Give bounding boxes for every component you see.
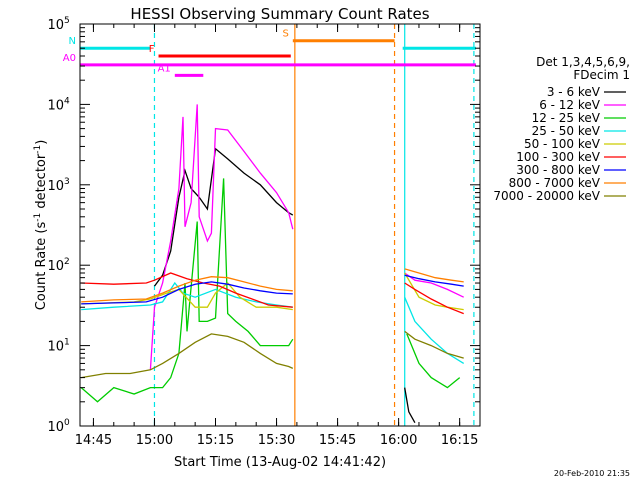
x-axis-label: Start Time (13-Aug-02 14:41:42)	[174, 455, 386, 470]
y-tick-label: 10	[47, 340, 64, 355]
series-line-1-late	[404, 272, 464, 298]
x-tick-label: 14:45	[75, 433, 112, 448]
y-tick-label: 10	[47, 18, 64, 33]
legend-entry-label-8: 7000 - 20000 keV	[493, 189, 600, 203]
plot-frame	[79, 23, 481, 427]
x-tick-label: 15:00	[136, 433, 173, 448]
y-axis-label-sup2: -1	[33, 145, 43, 154]
flag-label-n: N	[69, 36, 76, 47]
y-tick-label: 10	[47, 98, 64, 113]
series-line-2	[80, 178, 294, 403]
legend-entry-label-6: 300 - 800 keV	[516, 163, 600, 177]
legend-entry-label-7: 800 - 7000 keV	[509, 176, 601, 190]
legend-entry-label-4: 50 - 100 keV	[524, 137, 601, 151]
y-tick-exponent: 2	[64, 257, 70, 267]
x-axis: 14:45 15:00 15:15 15:30 15:45 16:00 16:15	[75, 24, 478, 448]
y-axis-label-main: Count Rate (s	[34, 222, 49, 311]
series-lines	[80, 104, 465, 424]
y-tick-label: 10	[47, 259, 64, 274]
x-tick-label: 15:15	[197, 433, 234, 448]
y-axis-label: Count Rate (s-1 detector-1)	[33, 140, 49, 311]
legend-entry-label-2: 12 - 25 keV	[532, 111, 601, 125]
legend-entry-label-1: 6 - 12 keV	[539, 98, 601, 112]
legend-entry-label-3: 25 - 50 keV	[532, 124, 601, 138]
flag-label-a0: A0	[63, 53, 76, 64]
y-tick-exponent: 1	[64, 338, 70, 348]
flag-label-a1: A1	[158, 63, 171, 74]
y-tick-exponent: 0	[64, 418, 70, 428]
series-line-7-late	[404, 268, 464, 283]
legend-entry-label-0: 3 - 6 keV	[547, 85, 601, 99]
x-tick-label: 16:00	[380, 433, 417, 448]
legend-title-line2: FDecim 1	[573, 68, 630, 82]
flag-label-f: F	[149, 44, 155, 55]
y-tick-exponent: 4	[64, 96, 70, 106]
series-line-3-late	[404, 296, 465, 364]
series-line-4	[81, 282, 293, 311]
chart-title: HESSI Observing Summary Count Rates	[130, 5, 429, 23]
legend-title-line1: Det 1,3,4,5,6,9,	[536, 55, 630, 69]
series-line-8-late	[404, 330, 464, 359]
series-line-1	[149, 104, 294, 370]
series-line-0	[153, 147, 294, 287]
footer-timestamp: 20-Feb-2010 21:35	[554, 469, 630, 478]
legend-entry-label-5: 100 - 300 keV	[516, 150, 600, 164]
series-line-6	[81, 281, 293, 305]
series-line-2-late	[406, 333, 461, 389]
x-tick-label: 15:45	[319, 433, 356, 448]
y-tick-exponent: 3	[64, 177, 70, 187]
series-line-6-late	[404, 274, 464, 287]
series-line-0-late	[404, 387, 416, 424]
x-tick-label: 15:30	[258, 433, 295, 448]
flag-label-s: S	[282, 29, 288, 40]
vertical-markers	[153, 24, 475, 426]
x-tick-label: 16:15	[441, 433, 478, 448]
y-axis-label-sup: -1	[33, 213, 43, 222]
y-axis-label-close: )	[34, 140, 49, 145]
series-line-7	[81, 276, 293, 303]
y-axis-label-tail: detector	[34, 153, 49, 213]
observing-flags: N S F A0 A1	[63, 29, 476, 77]
y-tick-exponent: 5	[64, 16, 70, 26]
series-line-8	[81, 333, 294, 379]
series-line-5-late	[404, 282, 464, 315]
y-tick-label: 10	[47, 420, 64, 435]
y-tick-label: 10	[47, 179, 64, 194]
